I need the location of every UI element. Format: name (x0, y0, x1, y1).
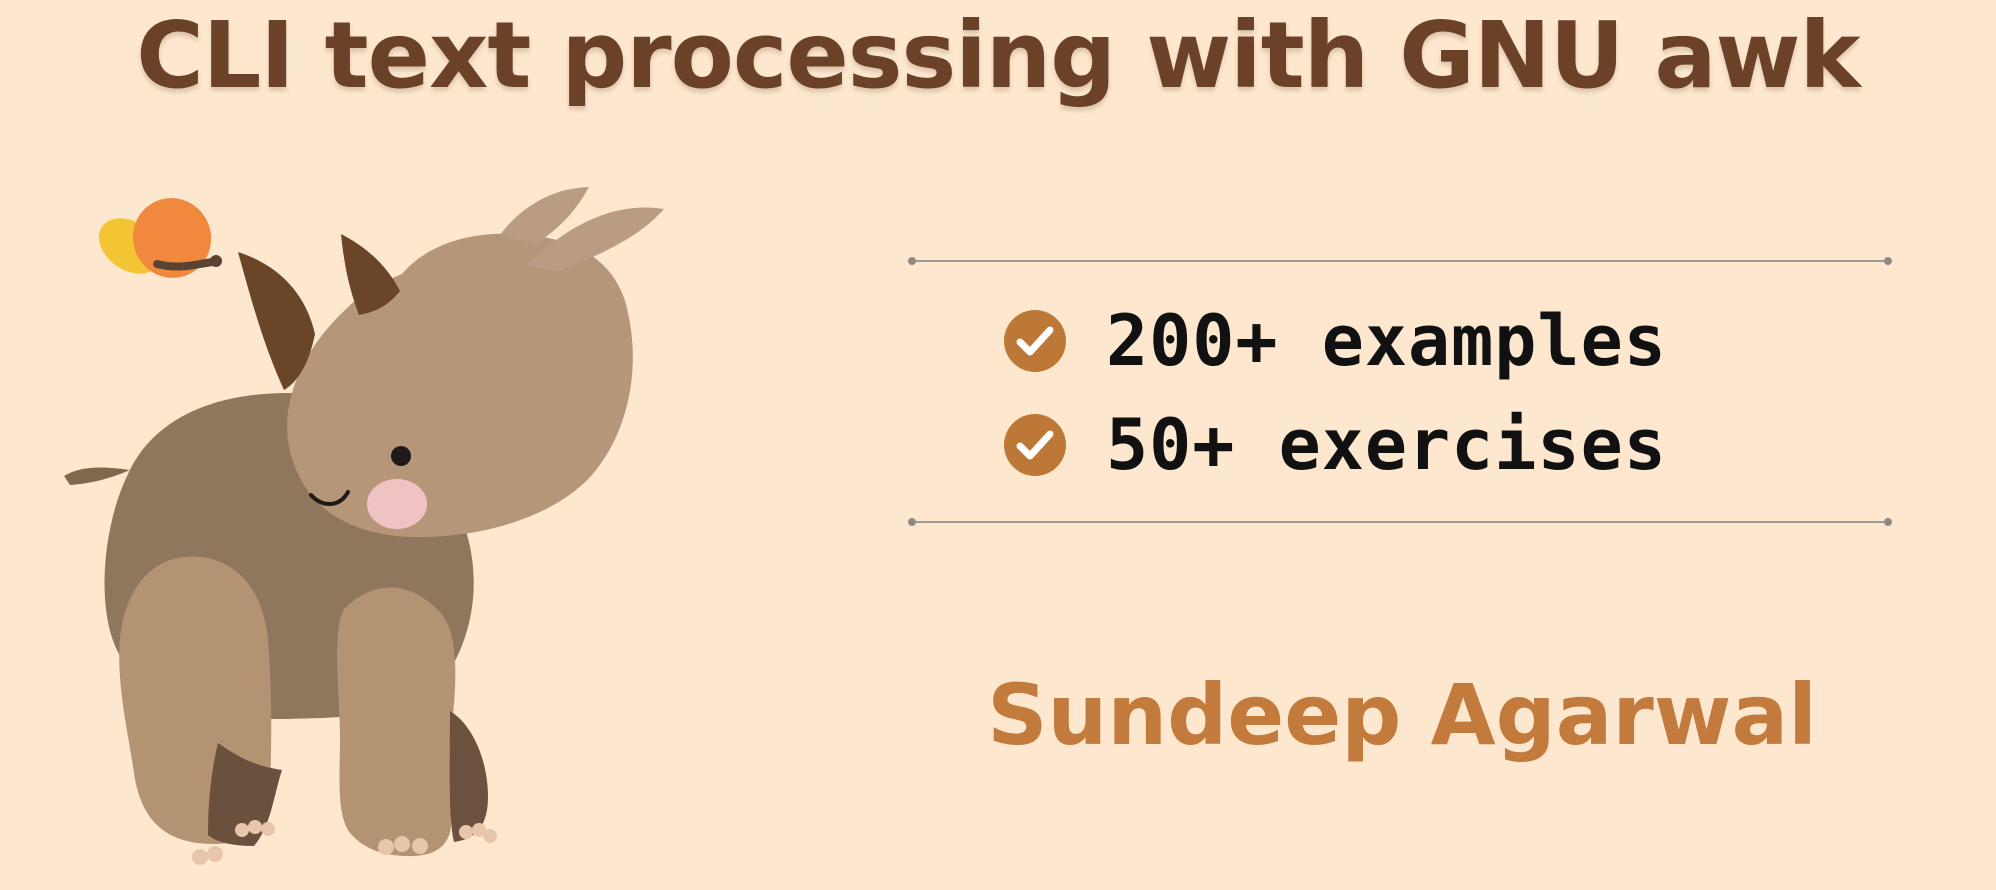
check-circle-icon (1004, 414, 1066, 476)
check-circle-icon (1004, 310, 1066, 372)
feature-examples: 200+ examples (1002, 296, 1667, 386)
feature-exercises: 50+ exercises (1002, 400, 1667, 490)
rhino-illustration (64, 187, 664, 865)
butterfly-icon (98, 198, 222, 278)
author-name: Sundeep Agarwal (987, 666, 1817, 764)
cover-title: CLI text processing with GNU awk (136, 2, 1860, 109)
feature-label: 50+ exercises (1106, 404, 1667, 486)
bottom-divider (908, 518, 1892, 526)
features-panel: 200+ examples 50+ exercises (908, 250, 1892, 530)
feature-label: 200+ examples (1106, 300, 1667, 382)
rhino-icon (64, 187, 664, 865)
top-divider (908, 257, 1892, 265)
